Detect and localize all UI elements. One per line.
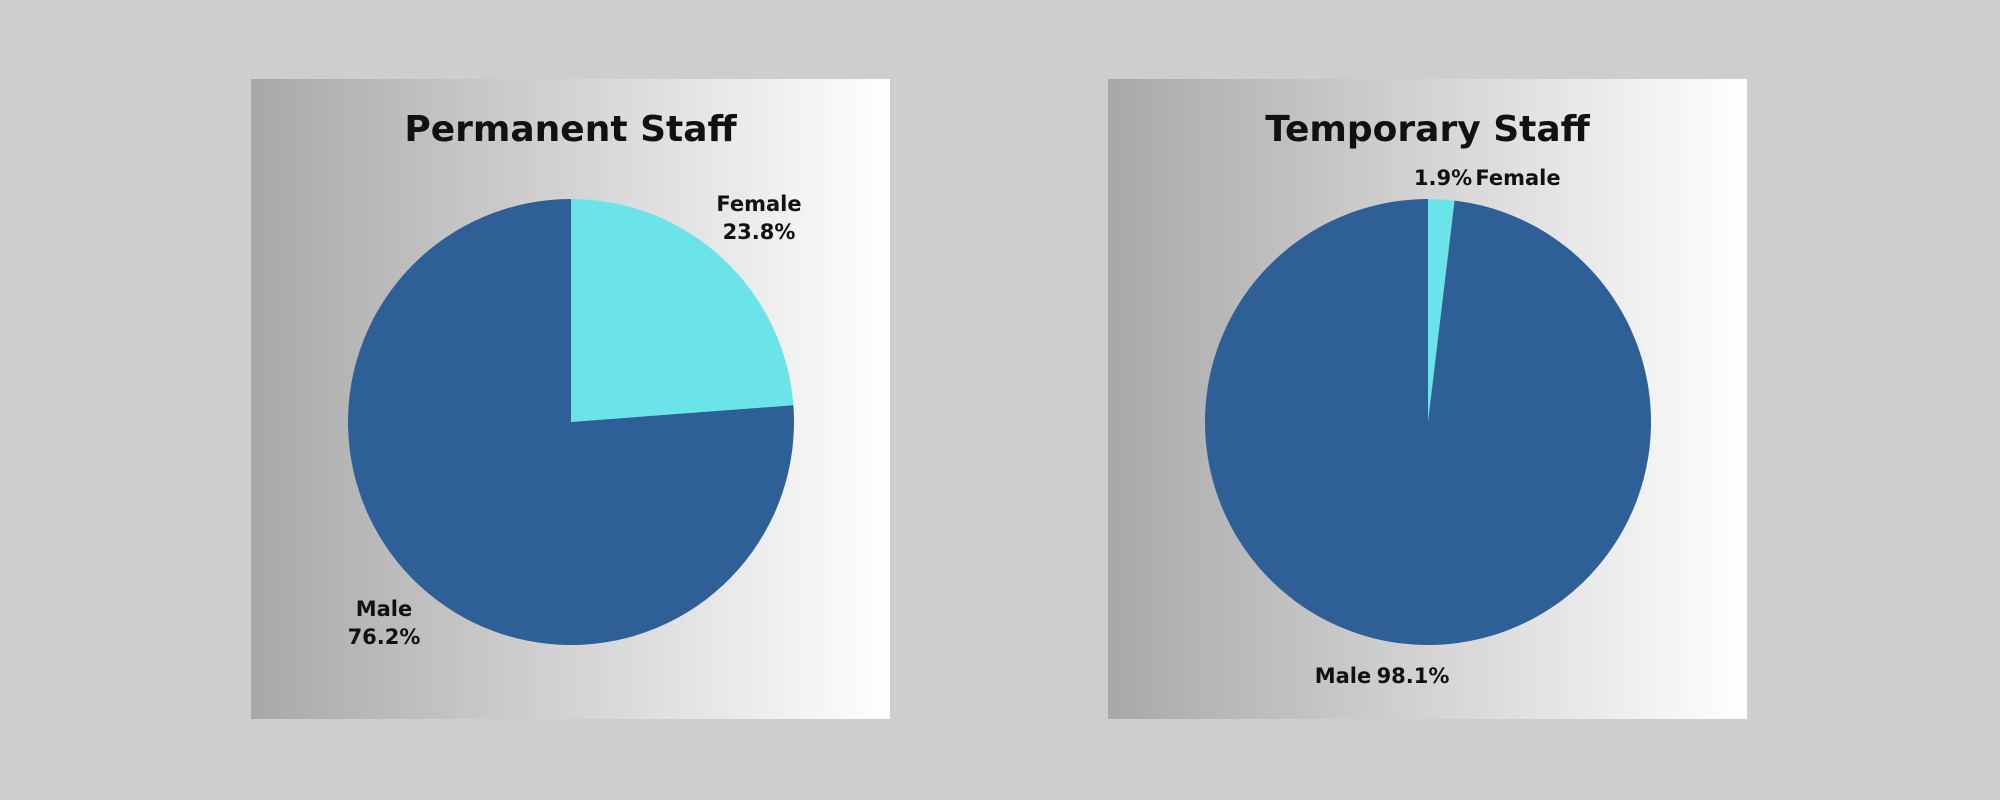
slice-name: Female [1475, 166, 1560, 190]
slice-value: 1.9% [1414, 166, 1472, 190]
chart-title: Temporary Staff [1265, 109, 1590, 150]
slice-value: 23.8% [723, 220, 796, 244]
slice-name: Male [356, 597, 413, 621]
slice-value: 76.2% [348, 625, 421, 649]
slice-value: 98.1% [1377, 664, 1450, 688]
pie-slice [571, 199, 794, 422]
chart-title: Permanent Staff [404, 109, 737, 150]
chart: Permanent Staff Female 23.8% Male 76.2% [251, 79, 890, 719]
slice-name: Female [716, 192, 801, 216]
slice-name: Male [1315, 664, 1372, 688]
pie-slice [1205, 199, 1652, 645]
pie-slice [1428, 199, 1455, 422]
pie-slice [348, 199, 795, 646]
chart: Temporary Staff 1.9% Female Male 98.1% [1108, 79, 1747, 719]
